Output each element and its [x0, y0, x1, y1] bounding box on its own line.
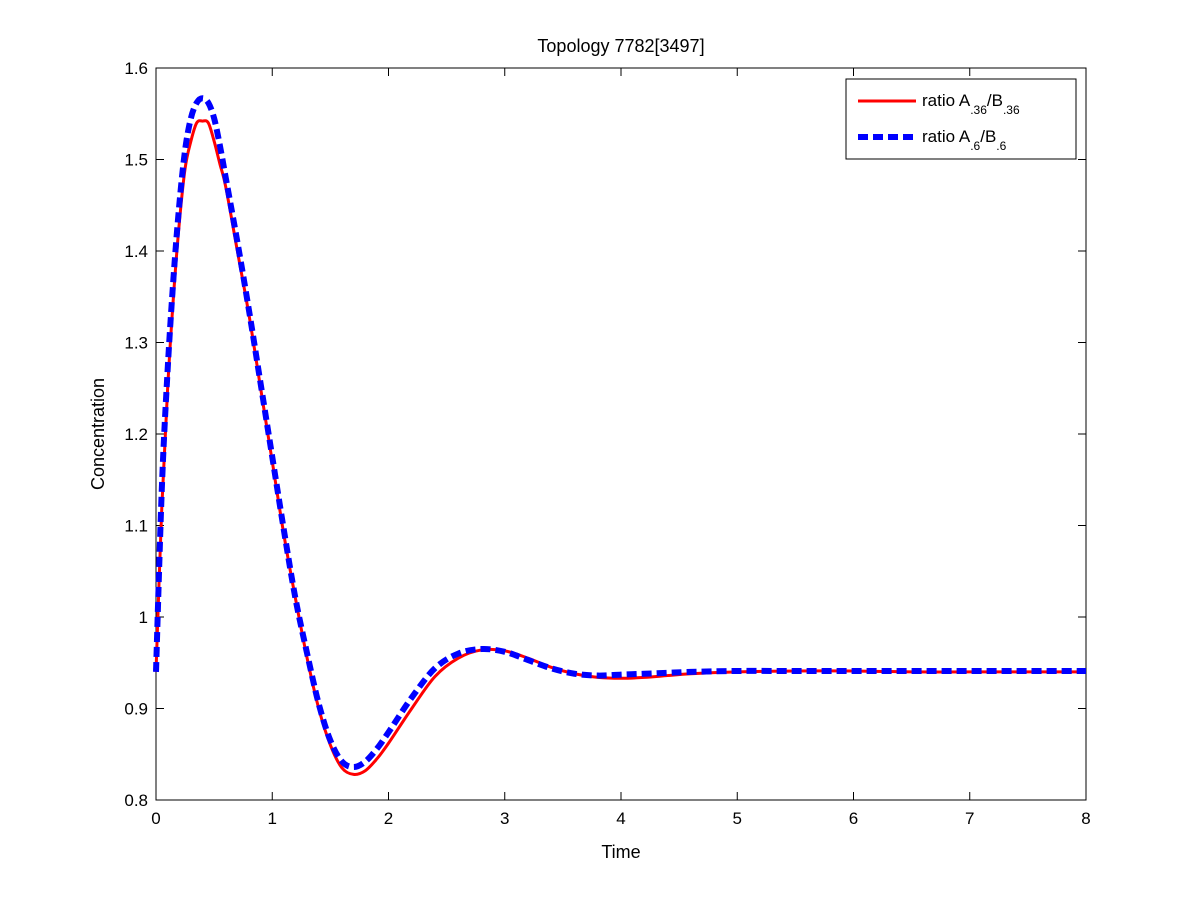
- y-tick-label: 1.3: [124, 334, 148, 353]
- x-tick-label: 4: [616, 809, 625, 828]
- x-tick-label: 2: [384, 809, 393, 828]
- y-tick-label: 1: [139, 608, 148, 627]
- y-tick-label: 1.4: [124, 242, 148, 261]
- x-axis-label: Time: [601, 842, 640, 862]
- series-line-1: [154, 119, 1086, 776]
- legend-part-sub2: .6: [996, 139, 1006, 153]
- x-tick-label: 0: [151, 809, 160, 828]
- y-tick-label: 1.2: [124, 425, 148, 444]
- y-axis-label: Concentration: [88, 378, 108, 490]
- legend-part-sub2: .36: [1003, 103, 1020, 117]
- x-tick-label: 6: [849, 809, 858, 828]
- legend-box: [845, 78, 1077, 160]
- legend-part-prefix: ratio A: [922, 127, 971, 146]
- series-group: [153, 95, 1086, 776]
- legend-label-1: ratio A.36/B.36: [922, 91, 1020, 117]
- x-tick-label: 8: [1081, 809, 1090, 828]
- legend-label-2: ratio A.6/B.6: [922, 127, 1007, 153]
- legend-part-prefix: ratio A: [922, 91, 971, 110]
- x-tick-label: 3: [500, 809, 509, 828]
- legend-part-sub1: .6: [970, 139, 980, 153]
- plot-area: [155, 67, 1087, 801]
- x-tick-label: 5: [733, 809, 742, 828]
- y-tick-label: 0.8: [124, 791, 148, 810]
- legend-part-sub1: .36: [970, 103, 987, 117]
- x-tick-label: 1: [268, 809, 277, 828]
- y-tick-label: 1.6: [124, 59, 148, 78]
- chart-title: Topology 7782[3497]: [537, 36, 704, 56]
- y-tick-label: 0.9: [124, 700, 148, 719]
- legend-part-mid: /B: [980, 127, 996, 146]
- ticks-group: 0 1 2 3 4 5 6 7 8 0.8 0.9 1 1.1 1.2 1.3 1.4 1.5 1.6: [124, 59, 1090, 828]
- series-line-2: [153, 95, 1086, 771]
- x-tick-label: 7: [965, 809, 974, 828]
- y-tick-label: 1.5: [124, 151, 148, 170]
- y-tick-label: 1.1: [124, 517, 148, 536]
- legend-part-mid: /B: [987, 91, 1003, 110]
